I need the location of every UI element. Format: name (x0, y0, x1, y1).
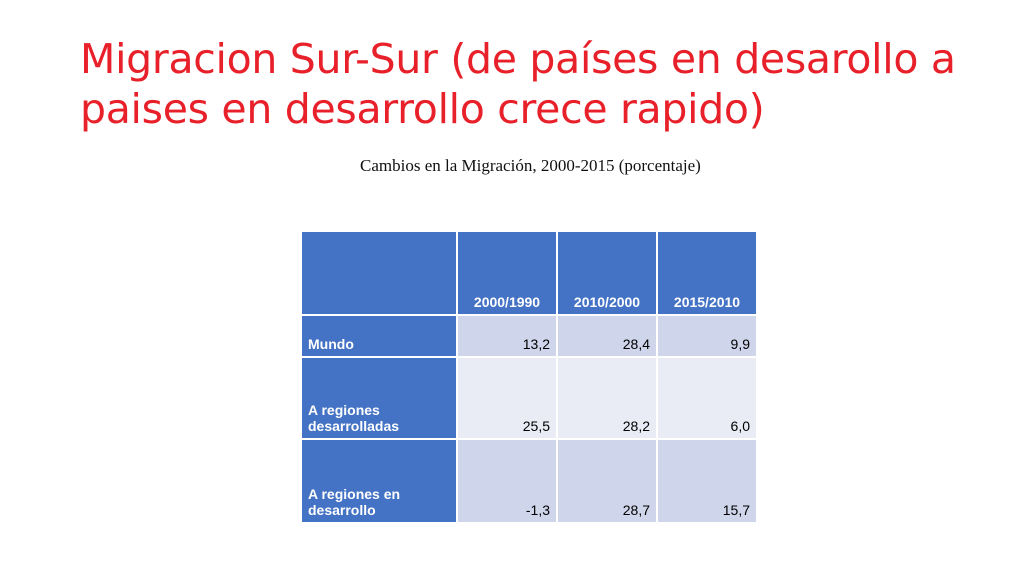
row-label-desarrolladas: A regiones desarrolladas (300, 356, 458, 440)
header-corner-cell (300, 230, 458, 316)
table-cell: 28,7 (556, 438, 658, 524)
table-cell: -1,3 (456, 438, 558, 524)
table-cell: 15,7 (656, 438, 758, 524)
table-cell: 9,9 (656, 314, 758, 358)
table-caption: Cambios en la Migración, 2000-2015 (porc… (360, 156, 701, 175)
table-row: A regiones en desarrollo -1,3 28,7 15,7 (300, 438, 758, 524)
row-label-mundo: Mundo (300, 314, 458, 358)
slide-title: Migracion Sur-Sur (de países en desaroll… (80, 35, 956, 133)
table-cell: 13,2 (456, 314, 558, 358)
header-2010-2000: 2010/2000 (556, 230, 658, 316)
header-2015-2010: 2015/2010 (656, 230, 758, 316)
header-2000-1990: 2000/1990 (456, 230, 558, 316)
table-cell: 25,5 (456, 356, 558, 440)
table-row: A regiones desarrolladas 25,5 28,2 6,0 (300, 356, 758, 440)
table-row: Mundo 13,2 28,4 9,9 (300, 314, 758, 358)
table-cell: 6,0 (656, 356, 758, 440)
row-label-en-desarrollo: A regiones en desarrollo (300, 438, 458, 524)
table-header-row: 2000/1990 2010/2000 2015/2010 (300, 230, 758, 316)
table-cell: 28,2 (556, 356, 658, 440)
migration-table: 2000/1990 2010/2000 2015/2010 Mundo 13,2… (300, 230, 758, 524)
table-cell: 28,4 (556, 314, 658, 358)
